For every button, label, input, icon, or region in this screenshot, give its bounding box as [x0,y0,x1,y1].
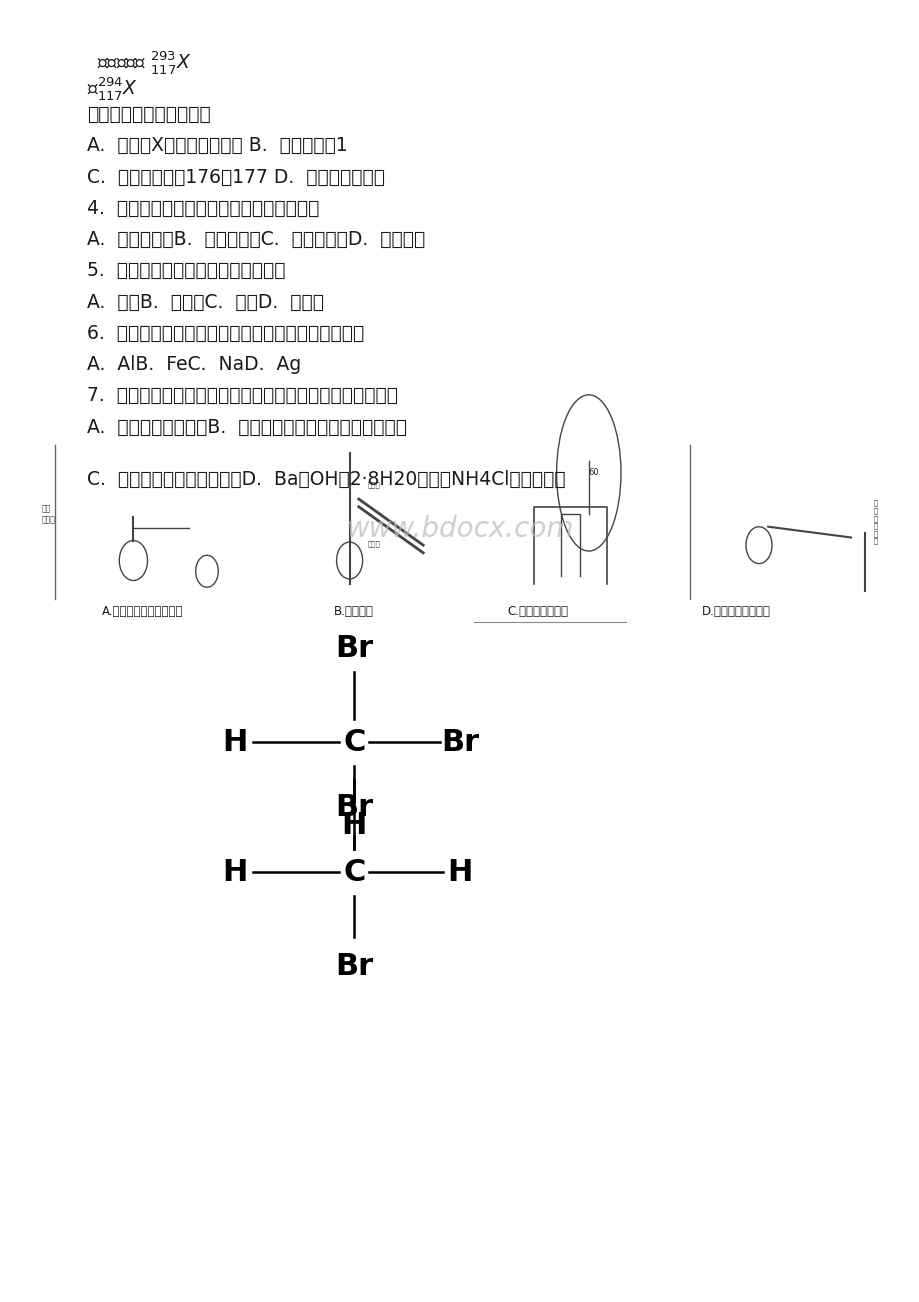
Text: 。下列关于 $^{293}_{117}X$: 。下列关于 $^{293}_{117}X$ [96,49,190,76]
Text: Br: Br [440,728,479,756]
Text: 6.  工业上冶炼下列金属，常采用热分解法的是（　）: 6. 工业上冶炼下列金属，常采用热分解法的是（ ） [87,324,364,342]
Text: H: H [221,728,247,756]
Text: A.  石油的裂化B.  油脂的皌化C.  石油的分馏D.  煤的干馏: A. 石油的裂化B. 油脂的皌化C. 石油的分馏D. 煤的干馏 [87,230,425,249]
Text: C.实验室制硝基本: C.实验室制硝基本 [507,605,568,618]
Text: 稀
碳
酸
钠
溶
液: 稀 碳 酸 钠 溶 液 [873,500,878,544]
Text: H: H [447,858,472,887]
Text: C.  甲烷在氧气中的燃烧反应D.  Ba（OH）2·8H20晶体与NH4Cl晶体的反应: C. 甲烷在氧气中的燃烧反应D. Ba（OH）2·8H20晶体与NH4Cl晶体的… [87,470,565,488]
Text: 进水口: 进水口 [368,482,380,488]
Text: 4.  下列变化过程不属于化学变化的是（　）: 4. 下列变化过程不属于化学变化的是（ ） [87,199,320,217]
Text: 的说法不正确的是（　）: 的说法不正确的是（ ） [87,105,211,124]
Text: B.石油分馏: B.石油分馏 [334,605,374,618]
Text: C.  中子数分别为176和177 D.  它们互为同位素: C. 中子数分别为176和177 D. 它们互为同位素 [87,168,385,186]
Text: A.  是元素X的两种不同核素 B.  电子数相差1: A. 是元素X的两种不同核素 B. 电子数相差1 [87,137,347,155]
Text: 出水口: 出水口 [368,540,380,547]
Text: A.  油脂B.  氨基酸C.  淠粉D.  葡萄糖: A. 油脂B. 氨基酸C. 淠粉D. 葡萄糖 [87,293,324,311]
Text: H: H [341,811,367,840]
Text: H: H [221,858,247,887]
Text: Br: Br [335,952,373,980]
Text: D.实验室制乙酸乙酯: D.实验室制乙酸乙酯 [701,605,769,618]
Text: www.bdocx.com: www.bdocx.com [346,514,573,543]
Text: 乙醇
浓硫酸: 乙醇 浓硫酸 [41,505,55,525]
Text: 60: 60 [587,469,598,478]
Text: Br: Br [335,793,373,822]
Text: A.  AlB.  FeC.  NaD.  Ag: A. AlB. FeC. NaD. Ag [87,355,301,374]
Text: 7.  下列反应既属于氧化还原反应，又是吸热反应的是（　）: 7. 下列反应既属于氧化还原反应，又是吸热反应的是（ ） [87,387,398,405]
Text: C: C [343,728,365,756]
Text: 5.  下列属于高分子化合物的是（　）: 5. 下列属于高分子化合物的是（ ） [87,262,286,280]
Text: A.实验室制备及收集乙烯: A.实验室制备及收集乙烯 [102,605,183,618]
Text: A.  铝与稀盐酸的反应B.  高温条件下碳粉与二氧化碳的反应: A. 铝与稀盐酸的反应B. 高温条件下碳粉与二氧化碳的反应 [87,418,407,436]
Text: 和$^{294}_{117}X$: 和$^{294}_{117}X$ [87,76,138,102]
Text: C: C [343,858,365,887]
Text: Br: Br [335,634,373,663]
